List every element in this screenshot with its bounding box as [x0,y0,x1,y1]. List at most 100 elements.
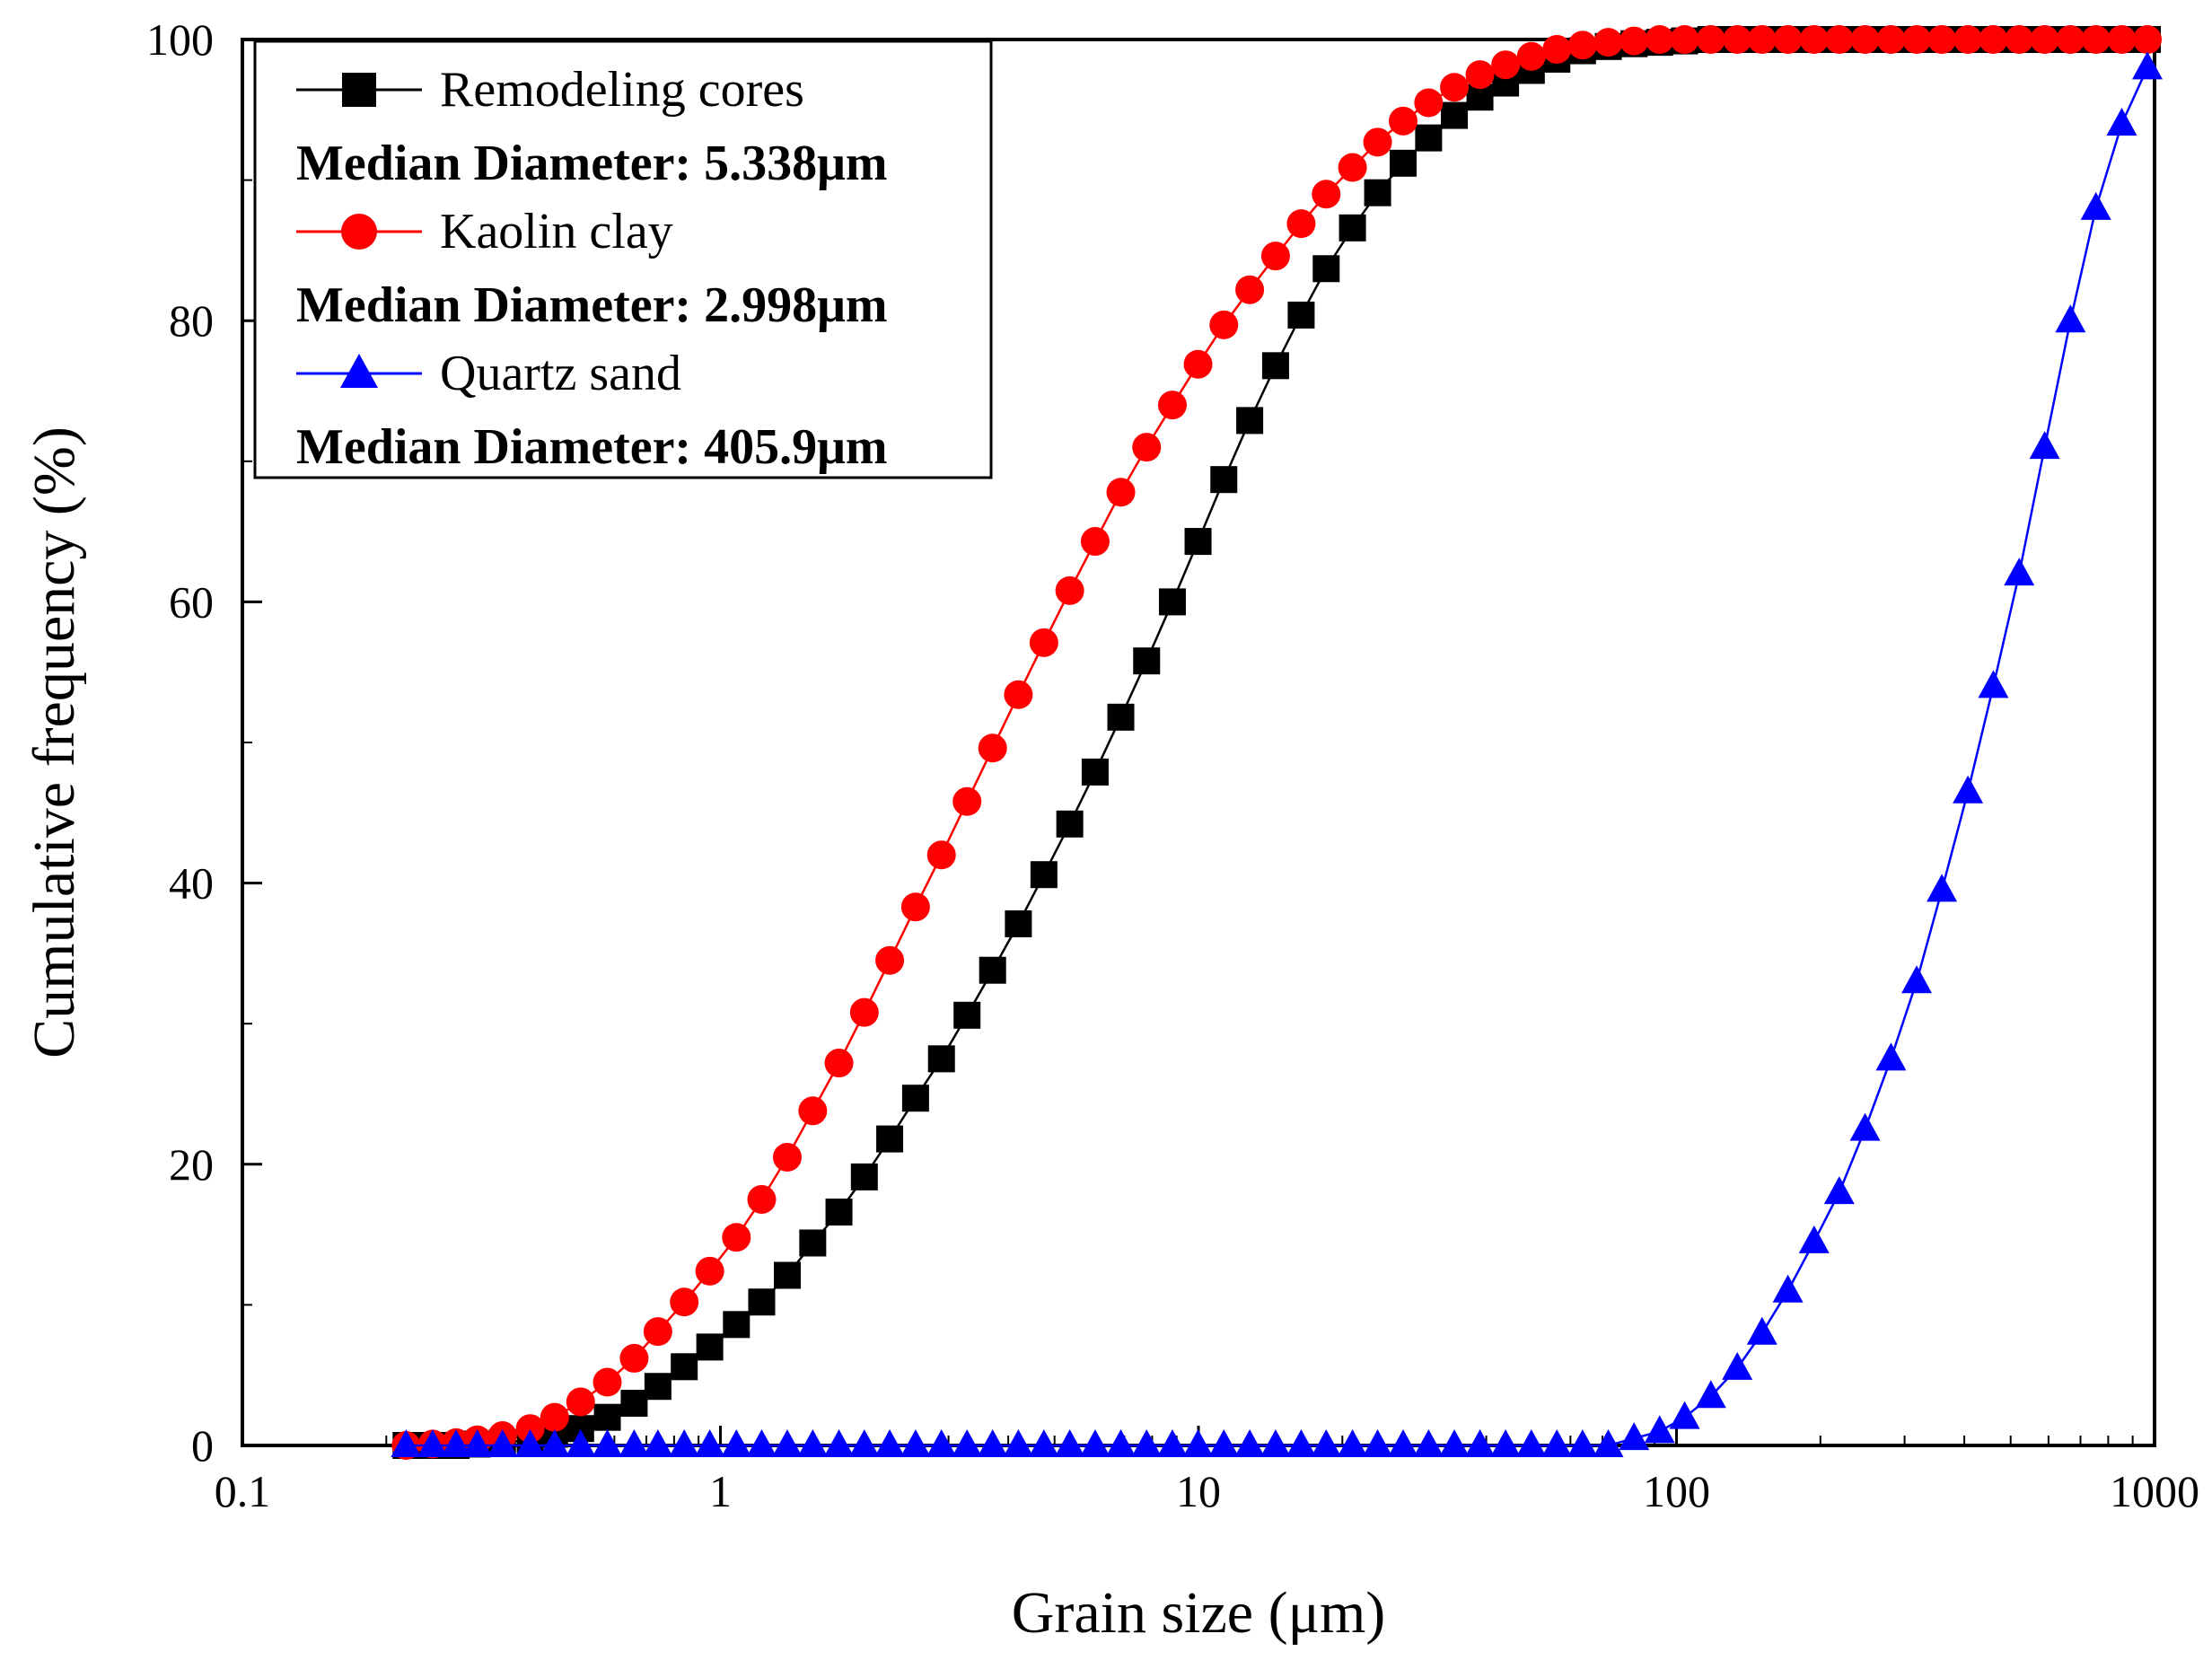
data-point-remodeling-cores [1236,407,1264,435]
data-point-quartz-sand [514,1429,546,1457]
data-point-kaolin-clay [1876,25,1906,54]
data-point-quartz-sand [1387,1429,1418,1457]
data-point-quartz-sand [1541,1429,1573,1457]
x-tick-label: 0.1 [215,1466,271,1516]
data-point-kaolin-clay [1080,527,1110,557]
legend-box [253,40,993,479]
data-point-kaolin-clay [1824,25,1854,54]
data-point-quartz-sand [721,1429,752,1457]
data-point-quartz-sand [900,1429,931,1457]
data-point-remodeling-cores [953,1001,981,1029]
data-point-remodeling-cores [1184,528,1212,556]
data-point-quartz-sand [565,1429,596,1457]
data-point-quartz-sand [461,1429,493,1457]
data-point-kaolin-clay [1979,25,2008,54]
data-point-kaolin-clay [1927,25,1957,54]
data-point-quartz-sand [1260,1429,1291,1457]
data-point-kaolin-clay [1440,73,1470,102]
data-point-remodeling-cores [773,1261,801,1289]
data-point-remodeling-cores [644,1373,672,1401]
data-point-kaolin-clay [1491,50,1521,80]
x-axis-label: Grain size (μm) [1012,1580,1386,1646]
legend-label-remodeling-cores: Remodeling cores [440,62,804,118]
data-point-kaolin-clay [1363,127,1392,157]
data-point-quartz-sand [1567,1429,1598,1457]
legend-label-quartz-sand: Quartz sand [440,346,681,401]
data-point-kaolin-clay [515,1414,545,1444]
data-point-kaolin-clay [1723,25,1752,54]
data-point-kaolin-clay [722,1223,751,1252]
y-tick-label: 80 [169,295,214,346]
data-point-quartz-sand [487,1429,518,1457]
data-point-kaolin-clay [926,840,956,870]
data-point-kaolin-clay [849,997,879,1027]
data-point-quartz-sand [1746,1316,1778,1345]
legend-median-quartz-sand: Median Diameter: 405.9μm [296,419,887,475]
data-point-quartz-sand [2004,558,2035,586]
data-point-quartz-sand [391,1429,422,1457]
data-point-kaolin-clay [2005,25,2034,54]
data-point-quartz-sand [1772,1274,1804,1303]
data-point-quartz-sand [2132,51,2164,80]
data-point-quartz-sand [1722,1351,1753,1380]
data-point-quartz-sand [2080,191,2111,220]
data-point-kaolin-clay [798,1096,828,1126]
data-point-quartz-sand [1311,1429,1342,1457]
data-point-quartz-sand [1849,1112,1881,1141]
y-tick-label: 20 [169,1139,214,1190]
data-point-quartz-sand [1490,1429,1522,1457]
data-point-quartz-sand [977,1429,1008,1457]
data-point-quartz-sand [619,1429,650,1457]
data-point-kaolin-clay [1055,575,1084,605]
data-point-quartz-sand [926,1429,957,1457]
y-axis-label: Cumulative frequency (%) [22,426,87,1058]
data-point-remodeling-cores [620,1390,648,1418]
data-point-remodeling-cores [696,1333,724,1361]
data-point-remodeling-cores [1415,124,1443,152]
data-point-kaolin-clay [824,1049,854,1078]
data-point-remodeling-cores [593,1403,621,1431]
data-point-quartz-sand [1079,1429,1110,1457]
data-point-quartz-sand [1593,1429,1624,1457]
data-point-kaolin-clay [1773,25,1803,54]
data-point-remodeling-cores [671,1353,698,1381]
data-point-quartz-sand [1875,1042,1907,1071]
data-point-kaolin-clay [2133,25,2163,54]
data-point-kaolin-clay [1004,680,1033,709]
data-point-quartz-sand [1413,1429,1444,1457]
y-tick-label: 100 [146,14,214,65]
data-point-kaolin-clay [1157,391,1187,420]
legend-median-remodeling-cores: Median Diameter: 5.338μm [296,136,887,191]
data-point-quartz-sand [1978,670,2009,698]
data-point-kaolin-clay [619,1343,649,1373]
data-point-quartz-sand [1644,1415,1675,1444]
data-point-remodeling-cores [1056,810,1084,838]
data-point-kaolin-clay [2056,25,2085,54]
data-point-remodeling-cores [876,1125,904,1153]
data-point-kaolin-clay [1902,25,1932,54]
data-point-quartz-sand [642,1429,673,1457]
data-point-remodeling-cores [1312,255,1340,283]
data-point-quartz-sand [1464,1429,1496,1457]
data-point-remodeling-cores [901,1085,929,1112]
data-point-kaolin-clay [1106,478,1136,507]
data-point-kaolin-clay [643,1317,672,1347]
data-point-quartz-sand [1054,1429,1085,1457]
data-point-quartz-sand [1439,1429,1470,1457]
data-point-quartz-sand [746,1429,777,1457]
data-point-kaolin-clay [900,892,930,922]
x-tick-label: 100 [1643,1466,1710,1516]
y-tick-label: 60 [169,576,214,627]
data-point-kaolin-clay [1747,25,1777,54]
data-point-kaolin-clay [2030,25,2059,54]
data-point-quartz-sand [952,1429,983,1457]
data-point-kaolin-clay [1799,25,1829,54]
data-point-quartz-sand [1798,1225,1830,1253]
x-tick-label: 1000 [2110,1466,2199,1516]
data-point-kaolin-clay [1696,25,1725,54]
data-point-quartz-sand [1105,1429,1137,1457]
data-point-quartz-sand [441,1429,472,1457]
data-point-remodeling-cores [799,1229,827,1257]
data-point-kaolin-clay [1209,310,1239,339]
